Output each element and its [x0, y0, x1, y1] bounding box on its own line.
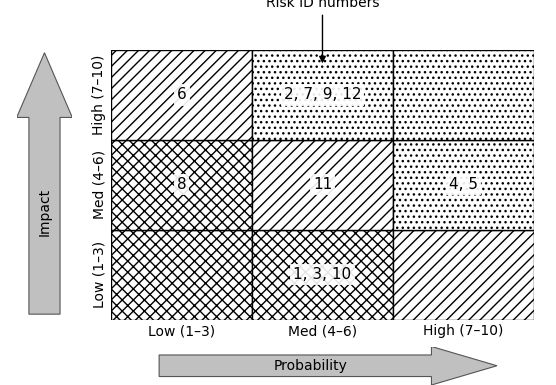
Text: Impact: Impact [37, 188, 52, 236]
Text: 11: 11 [313, 177, 332, 192]
Bar [111, 140, 252, 230]
Bar [393, 50, 534, 140]
Polygon shape [159, 346, 497, 385]
Bar [252, 230, 393, 320]
Text: Probability: Probability [274, 359, 348, 373]
Bar [252, 140, 393, 230]
Bar [252, 50, 393, 140]
Text: 1, 3, 10: 1, 3, 10 [294, 267, 351, 282]
Text: 8: 8 [177, 177, 186, 192]
Text: 6: 6 [177, 87, 186, 102]
Bar [393, 230, 534, 320]
Polygon shape [17, 53, 72, 314]
Text: 2, 7, 9, 12: 2, 7, 9, 12 [284, 87, 361, 102]
Text: Risk ID numbers: Risk ID numbers [266, 0, 379, 62]
Text: 4, 5: 4, 5 [449, 177, 478, 192]
Bar [393, 140, 534, 230]
Bar [111, 50, 252, 140]
Bar [111, 230, 252, 320]
